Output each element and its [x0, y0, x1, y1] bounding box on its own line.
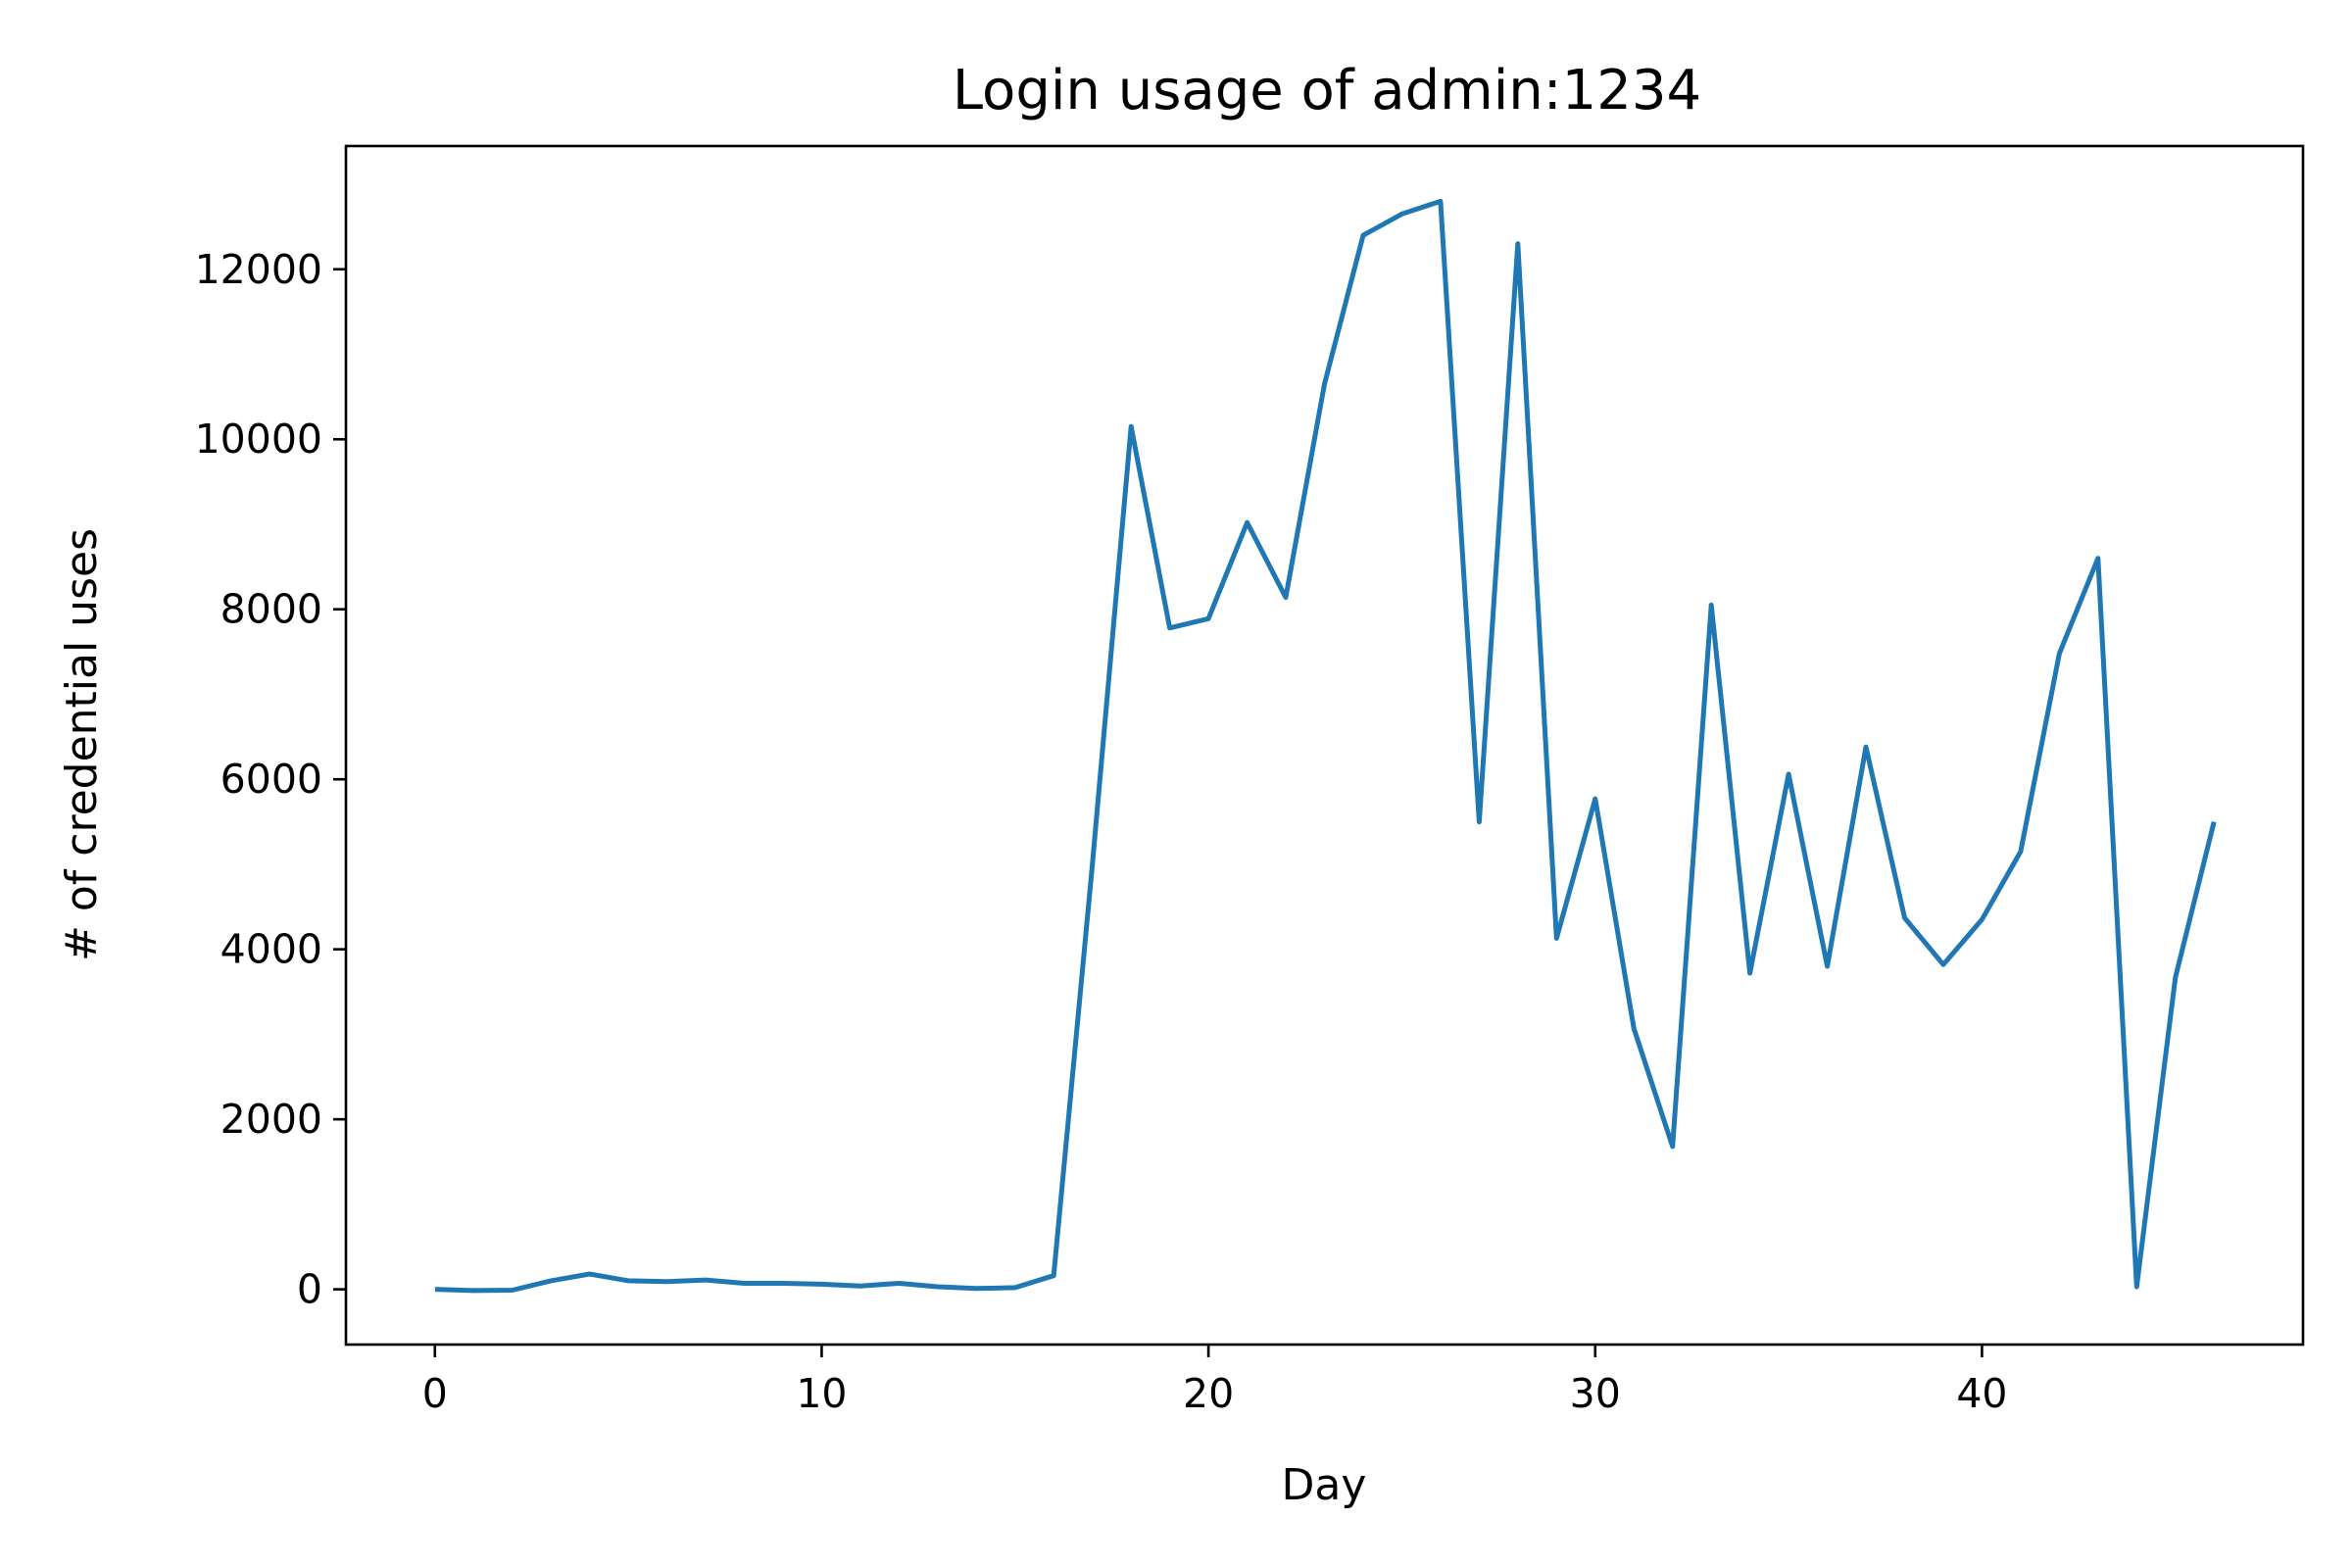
y-axis-title: # of credential uses — [57, 528, 107, 961]
y-tick-label: 12000 — [195, 246, 322, 293]
chart-title: Login usage of admin:1234 — [953, 59, 1701, 122]
y-tick-label: 10000 — [195, 416, 322, 463]
x-tick-label: 20 — [1183, 1370, 1234, 1417]
plot-area-frame — [344, 144, 2305, 1347]
x-tick-label: 10 — [796, 1370, 847, 1417]
y-tick-label: 8000 — [220, 586, 322, 633]
x-axis: 0 10 20 30 40 — [422, 1345, 2008, 1417]
series-line — [434, 198, 2217, 1294]
y-tick-label: 2000 — [220, 1096, 322, 1143]
y-tick-label: 6000 — [220, 756, 322, 803]
y-tick-label: 4000 — [220, 926, 322, 973]
y-tick-label: 0 — [297, 1266, 322, 1313]
x-tick-label: 40 — [1956, 1370, 2007, 1417]
y-axis: 0 2000 4000 6000 8000 10000 12000 — [195, 246, 346, 1313]
x-axis-title: Day — [1282, 1460, 1367, 1510]
x-tick-label: 30 — [1570, 1370, 1621, 1417]
x-tick-label: 0 — [422, 1370, 448, 1417]
